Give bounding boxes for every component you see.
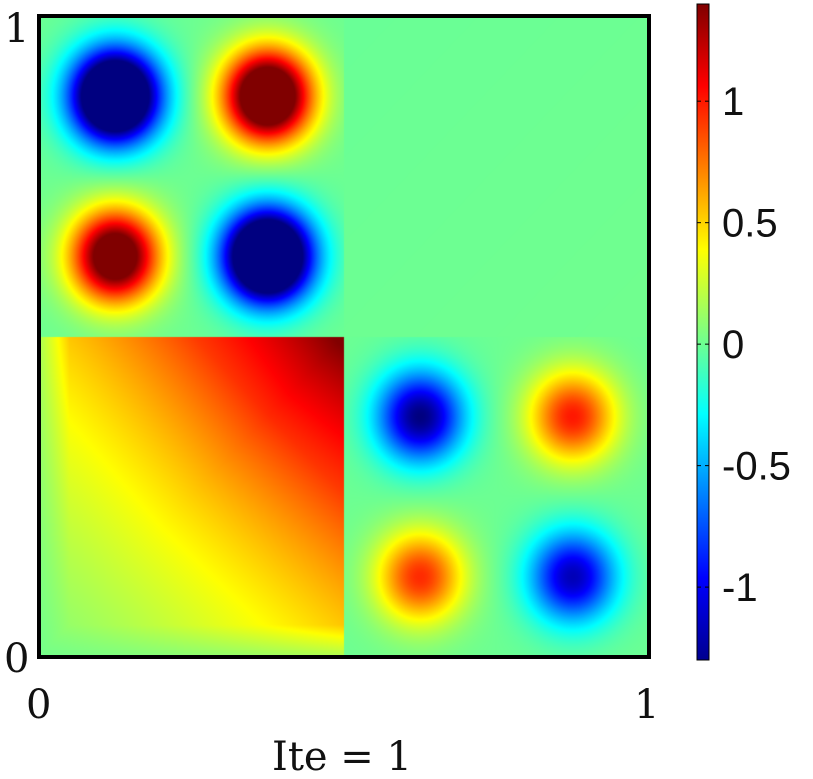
colorbar-tick-label: -0.5 <box>722 445 791 489</box>
colorbar-ticks: 1 0.5 0 -0.5 -1 <box>697 80 791 610</box>
colorbar-tick-label: -1 <box>722 566 758 610</box>
colorbar-tick-label: 1 <box>722 80 744 124</box>
y-tick-1: 1 <box>4 6 29 52</box>
colorbar-tick-label: 0 <box>722 323 744 367</box>
y-tick-0: 0 <box>4 636 29 682</box>
colorbar-tick-label: 0.5 <box>722 202 778 246</box>
heatmap-image <box>39 16 649 657</box>
x-tick-1: 1 <box>634 682 659 728</box>
plot-frame <box>37 14 651 659</box>
x-tick-0: 0 <box>26 682 51 728</box>
colorbar <box>696 3 710 661</box>
x-axis-label: Ite = 1 <box>272 734 412 779</box>
